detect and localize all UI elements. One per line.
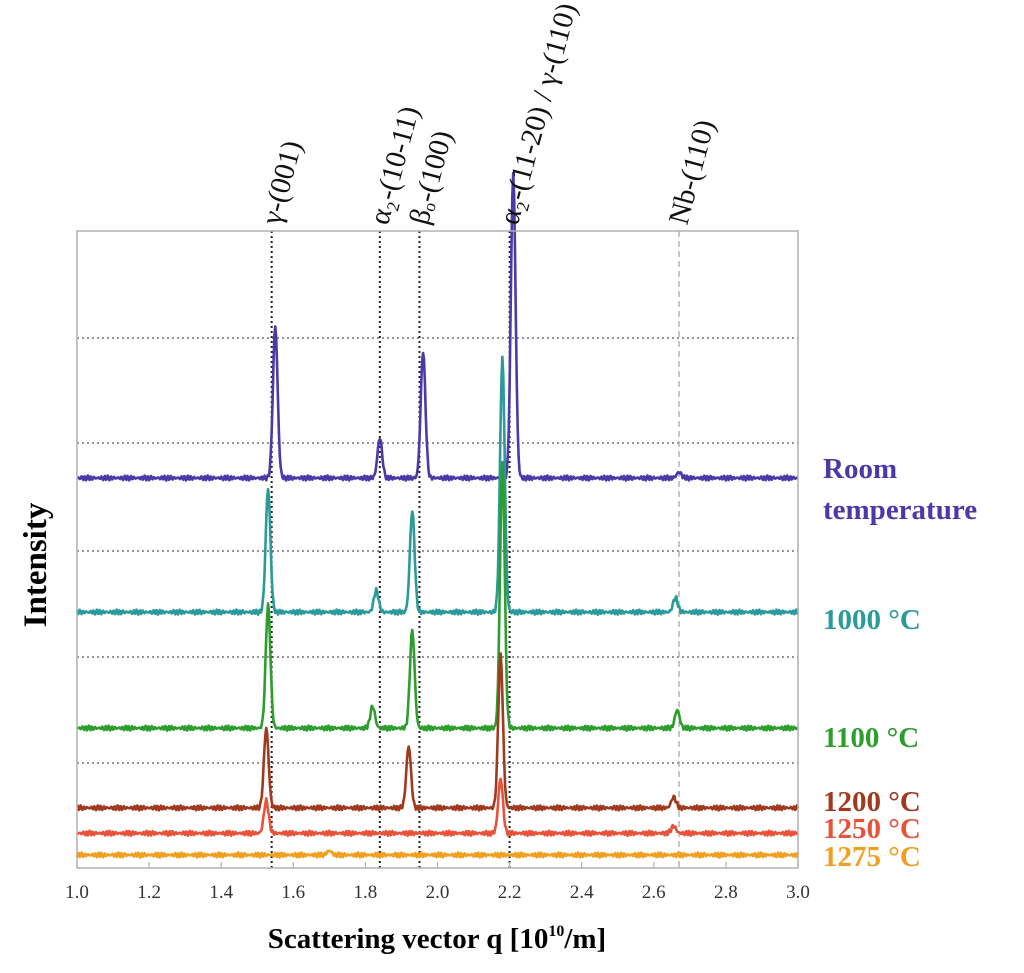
series-label-2: 1100 °C <box>823 722 919 754</box>
x-tick-label-10: 3.0 <box>786 882 810 903</box>
series-line-2 <box>76 460 799 732</box>
series-label-line: 1100 °C <box>823 722 919 754</box>
x-tick-label-9: 2.8 <box>714 882 738 903</box>
x-axis-title-suffix: /m] <box>563 923 606 955</box>
x-tick-label-2: 1.4 <box>209 882 233 903</box>
x-axis-title-main: Scattering vector q [10 <box>268 923 549 955</box>
series-label-3: 1200 °C <box>823 786 921 818</box>
x-tick-label-4: 1.8 <box>354 882 378 903</box>
series-label-line: 1275 °C <box>823 841 921 873</box>
series-label-1: 1000 °C <box>823 604 921 636</box>
x-tick-label-1: 1.2 <box>137 882 161 903</box>
series-line-4 <box>76 777 799 838</box>
series-label-4: 1250 °C <box>823 813 921 845</box>
series-label-line: temperature <box>823 494 977 526</box>
y-axis-title: Intensity <box>18 502 54 627</box>
series-line-0 <box>76 171 799 482</box>
x-tick-label-8: 2.6 <box>642 882 666 903</box>
x-ticks: 1.0 1.2 1.4 1.6 1.8 2.0 2.2 2.4 2.6 2.8 3.0 <box>65 862 810 903</box>
series-line-3 <box>76 652 800 812</box>
x-axis-title-sup: 10 <box>548 923 564 940</box>
grid-lines <box>77 337 798 764</box>
x-tick-label-6: 2.2 <box>498 882 522 903</box>
peak-label-0: γ-(001) <box>255 137 308 229</box>
x-axis-title: Scattering vector q [1010/m] <box>268 923 606 955</box>
x-tick-label-0: 1.0 <box>65 882 89 903</box>
series-line-5 <box>75 849 800 859</box>
reference-lines <box>270 231 680 868</box>
series-label-line: 1250 °C <box>823 813 921 845</box>
series-label-5: 1275 °C <box>823 841 921 873</box>
series-line-1 <box>75 355 800 616</box>
series-label-line: 1000 °C <box>823 604 921 636</box>
series-label-line: Room <box>823 453 897 485</box>
series-labels: Room temperature 1000 °C 1100 °C 1200 °C1250… <box>823 453 977 873</box>
series-label-line: 1200 °C <box>823 786 921 818</box>
peak-labels: γ-(001) α₂-(10-11)βₒ-(100) α₂-(11-20) / γ-… <box>255 0 721 229</box>
x-tick-label-7: 2.4 <box>570 882 594 903</box>
x-tick-label-5: 2.0 <box>426 882 450 903</box>
plot-frame <box>76 230 799 869</box>
series-lines <box>75 171 800 859</box>
series-label-0: Room temperature <box>823 453 977 526</box>
peak-label-4: Nb-(110) <box>663 116 722 227</box>
x-tick-label-3: 1.6 <box>281 882 305 903</box>
peak-label-3: α₂-(11-20) / γ-(110) <box>493 0 583 228</box>
